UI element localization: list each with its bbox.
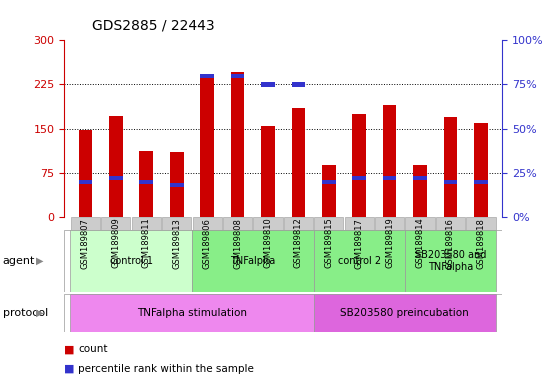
Text: GSM189814: GSM189814	[416, 218, 425, 268]
Text: control 1: control 1	[109, 256, 152, 266]
Bar	[406, 217, 435, 230]
Text: ■: ■	[64, 364, 75, 374]
Text: count: count	[78, 344, 108, 354]
Text: GSM189806: GSM189806	[203, 218, 211, 268]
Bar	[284, 217, 313, 230]
Bar	[291, 108, 305, 217]
Text: percentile rank within the sample: percentile rank within the sample	[78, 364, 254, 374]
Bar	[170, 152, 184, 217]
Text: GSM189819: GSM189819	[385, 218, 394, 268]
Bar	[314, 217, 343, 230]
Text: TNFalpha stimulation: TNFalpha stimulation	[137, 308, 247, 318]
Bar	[291, 83, 305, 86]
Text: GSM189817: GSM189817	[355, 218, 364, 268]
Text: GSM189811: GSM189811	[142, 218, 151, 268]
Text: GSM189812: GSM189812	[294, 218, 303, 268]
Bar	[383, 176, 397, 180]
Bar	[192, 230, 314, 292]
Bar	[71, 217, 100, 230]
Bar	[322, 180, 336, 184]
Bar	[375, 217, 404, 230]
Bar	[353, 114, 366, 217]
Bar	[314, 230, 405, 292]
Bar	[345, 217, 374, 230]
Bar	[109, 176, 123, 180]
Bar	[200, 78, 214, 217]
Bar	[444, 117, 458, 217]
Bar	[383, 105, 397, 217]
Text: ▶: ▶	[36, 256, 44, 266]
Bar	[193, 217, 222, 230]
Bar	[102, 217, 131, 230]
Text: GSM189807: GSM189807	[81, 218, 90, 268]
Text: agent: agent	[3, 256, 35, 266]
Bar	[230, 74, 244, 78]
Bar	[170, 183, 184, 187]
Bar	[444, 180, 458, 184]
Bar	[466, 217, 496, 230]
Bar	[261, 83, 275, 86]
Bar	[70, 230, 192, 292]
Bar	[413, 165, 427, 217]
Bar	[314, 294, 496, 332]
Bar	[261, 126, 275, 217]
Text: GSM189808: GSM189808	[233, 218, 242, 268]
Text: GSM189815: GSM189815	[324, 218, 333, 268]
Bar	[140, 180, 153, 184]
Bar	[162, 217, 191, 230]
Text: SB203580 preincubation: SB203580 preincubation	[340, 308, 469, 318]
Bar	[405, 230, 496, 292]
Bar	[70, 294, 314, 332]
Text: GSM189816: GSM189816	[446, 218, 455, 268]
Bar	[474, 180, 488, 184]
Bar	[132, 217, 161, 230]
Text: GSM189818: GSM189818	[477, 218, 485, 268]
Bar	[322, 165, 336, 217]
Bar	[253, 217, 282, 230]
Bar	[413, 176, 427, 180]
Bar	[353, 176, 366, 180]
Bar	[109, 116, 123, 217]
Text: ▶: ▶	[36, 308, 44, 318]
Bar	[140, 151, 153, 217]
Text: GSM189809: GSM189809	[112, 218, 121, 268]
Bar	[223, 217, 252, 230]
Text: GDS2885 / 22443: GDS2885 / 22443	[92, 19, 215, 33]
Text: TNFalpha: TNFalpha	[230, 256, 276, 266]
Text: GSM189810: GSM189810	[263, 218, 272, 268]
Bar	[79, 180, 92, 184]
Text: SB203580 and
TNFalpha: SB203580 and TNFalpha	[415, 250, 486, 272]
Bar	[200, 74, 214, 78]
Text: GSM189813: GSM189813	[172, 218, 181, 268]
Bar	[230, 71, 244, 217]
Text: protocol: protocol	[3, 308, 48, 318]
Bar	[474, 123, 488, 217]
Text: ■: ■	[64, 344, 75, 354]
Text: control 2: control 2	[338, 256, 381, 266]
Bar	[79, 130, 92, 217]
Bar	[436, 217, 465, 230]
